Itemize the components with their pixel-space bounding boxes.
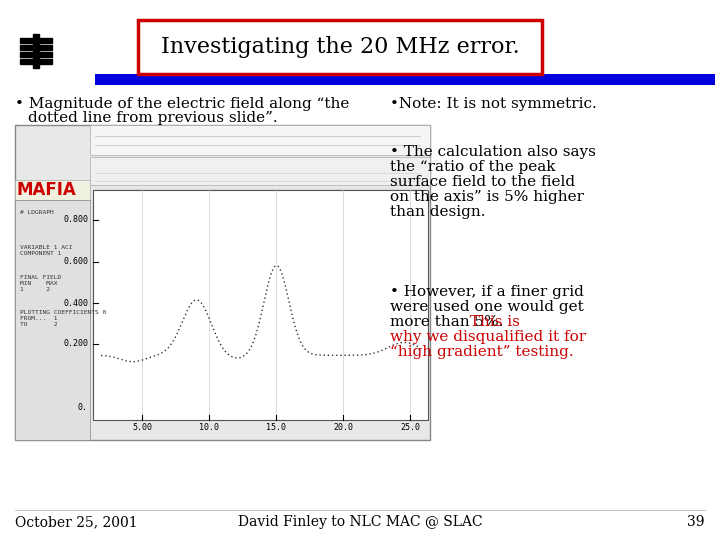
Text: This is: This is [460,315,520,329]
Bar [15,125,430,440]
Text: # LDGRAPH: # LDGRAPH [20,210,54,215]
Polygon shape [20,59,52,64]
Text: FINAL FIELD
MIN    MAX
1      2: FINAL FIELD MIN MAX 1 2 [20,275,61,292]
Text: dotted line from previous slide”.: dotted line from previous slide”. [28,111,278,125]
Text: •Note: It is not symmetric.: •Note: It is not symmetric. [390,97,597,111]
Text: than design.: than design. [390,205,485,219]
Polygon shape [33,34,39,68]
Polygon shape [20,38,52,43]
Text: PLOTTING COEFFICIENTS 0
FROM...  1
TO       2: PLOTTING COEFFICIENTS 0 FROM... 1 TO 2 [20,310,107,327]
Text: 15.0: 15.0 [266,423,286,432]
Text: 5.00: 5.00 [132,423,152,432]
Text: Investigating the 20 MHz error.: Investigating the 20 MHz error. [161,36,519,58]
Bar [90,157,430,185]
FancyBboxPatch shape [138,20,542,74]
Text: 20.0: 20.0 [333,423,353,432]
Text: 0.200: 0.200 [63,340,88,348]
Text: were used one would get: were used one would get [390,300,584,314]
Text: on the axis” is 5% higher: on the axis” is 5% higher [390,190,584,204]
Text: 0.600: 0.600 [63,258,88,267]
Polygon shape [20,45,52,50]
Text: David Finley to NLC MAC @ SLAC: David Finley to NLC MAC @ SLAC [238,515,482,529]
Text: “high gradient” testing.: “high gradient” testing. [390,345,574,359]
Text: 0.800: 0.800 [63,215,88,225]
Text: 0.400: 0.400 [63,299,88,307]
Text: • Magnitude of the electric field along “the: • Magnitude of the electric field along … [15,97,349,111]
Bar [15,200,90,440]
Text: 25.0: 25.0 [400,423,420,432]
Text: • The calculation also says: • The calculation also says [390,145,596,159]
Polygon shape [20,52,52,57]
Text: 10.0: 10.0 [199,423,219,432]
Text: VARIABLE 1 ACI
COMPONENT 1: VARIABLE 1 ACI COMPONENT 1 [20,245,73,256]
Text: • However, if a finer grid: • However, if a finer grid [390,285,584,299]
Text: October 25, 2001: October 25, 2001 [15,515,138,529]
Text: more than 5%.: more than 5%. [390,315,503,329]
Bar [15,180,90,200]
Text: the “ratio of the peak: the “ratio of the peak [390,160,556,174]
Bar [93,190,428,420]
Text: why we disqualified it for: why we disqualified it for [390,330,586,344]
Text: MAFIA: MAFIA [17,181,77,199]
Text: 39: 39 [688,515,705,529]
Text: surface field to the field: surface field to the field [390,175,575,189]
Bar [90,125,430,155]
Text: 0.: 0. [78,402,88,411]
Bar [95,74,715,85]
